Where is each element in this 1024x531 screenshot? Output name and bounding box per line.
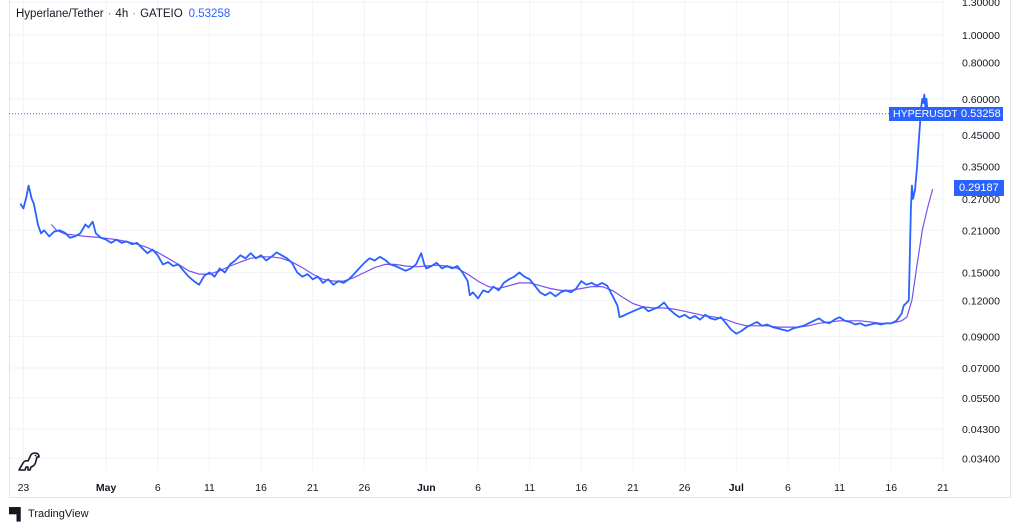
x-tick-label: Jul (729, 482, 744, 494)
y-tick-label: 0.05500 (962, 393, 1000, 405)
x-tick-label: 6 (475, 482, 481, 494)
x-tick-label: 6 (155, 482, 161, 494)
y-tick-label: 0.35000 (962, 161, 1000, 173)
x-tick-label: 26 (679, 482, 691, 494)
legend-separator: · (132, 8, 137, 20)
y-tick-label: 0.45000 (962, 130, 1000, 142)
tradingview-logo-icon: ▀▌ (9, 507, 25, 521)
price-chart[interactable]: 1.30000 1.00000 0.80000 0.60000 0.45000 0.350… (0, 0, 1024, 498)
grid (10, 0, 945, 470)
moving-average-tag: 0.29187 (954, 180, 1004, 196)
y-tick-label: 0.12000 (962, 295, 1000, 307)
y-tick-label: 0.09000 (962, 331, 1000, 343)
exchange-label: GATEIO (140, 8, 183, 20)
price-series-line (19, 93, 931, 335)
price-axis: 1.30000 1.00000 0.80000 0.60000 0.45000 0.350… (962, 0, 1000, 465)
x-tick-label: 26 (359, 482, 371, 494)
chart-legend: Hyperlane/Tether · 4h · GATEIO 0.53258 (16, 8, 230, 20)
y-tick-label: 1.00000 (962, 30, 1000, 42)
x-tick-label: 6 (785, 482, 791, 494)
y-tick-label: 0.03400 (962, 453, 1000, 465)
symbol-pair: Hyperlane/Tether (16, 8, 104, 20)
x-tick-label: 11 (834, 482, 845, 494)
x-tick-label: 16 (255, 482, 267, 494)
y-tick-label: 1.30000 (962, 0, 1000, 9)
last-price-tag: 0.53258 (957, 107, 1003, 121)
x-tick-label: 16 (885, 482, 897, 494)
symbol-price-tag: HYPERUSDT (889, 107, 958, 121)
x-tick-label: 11 (524, 482, 535, 494)
x-tick-label: 21 (307, 482, 319, 494)
brand-name: TradingView (28, 508, 89, 520)
y-tick-label: 0.60000 (962, 94, 1000, 106)
footer-brand[interactable]: ▀▌ TradingView (9, 507, 89, 521)
x-tick-label: May (96, 482, 117, 494)
y-tick-label: 0.07000 (962, 363, 1000, 375)
y-tick-label: 0.15000 (962, 267, 1000, 279)
time-axis: 23 May 6 11 16 21 26 Jun 6 11 16 21 26 Jul 6 11 16 21 (18, 482, 949, 494)
interval-label: 4h (115, 8, 129, 20)
x-tick-label: 16 (575, 482, 587, 494)
moving-average-line (50, 188, 934, 328)
y-tick-label: 0.04300 (962, 424, 1000, 436)
x-tick-label: 21 (627, 482, 639, 494)
y-tick-label: 0.80000 (962, 58, 1000, 70)
legend-last-price: 0.53258 (188, 8, 231, 20)
legend-separator: · (107, 8, 112, 20)
y-tick-label: 0.27000 (962, 194, 1000, 206)
x-tick-label: 21 (937, 482, 949, 494)
x-tick-label: 11 (204, 482, 215, 494)
chart-area[interactable] (9, 0, 1011, 498)
x-tick-label: Jun (417, 482, 436, 494)
y-tick-label: 0.21000 (962, 225, 1000, 237)
dinosaur-icon[interactable] (16, 449, 42, 473)
x-tick-label: 23 (18, 482, 30, 494)
